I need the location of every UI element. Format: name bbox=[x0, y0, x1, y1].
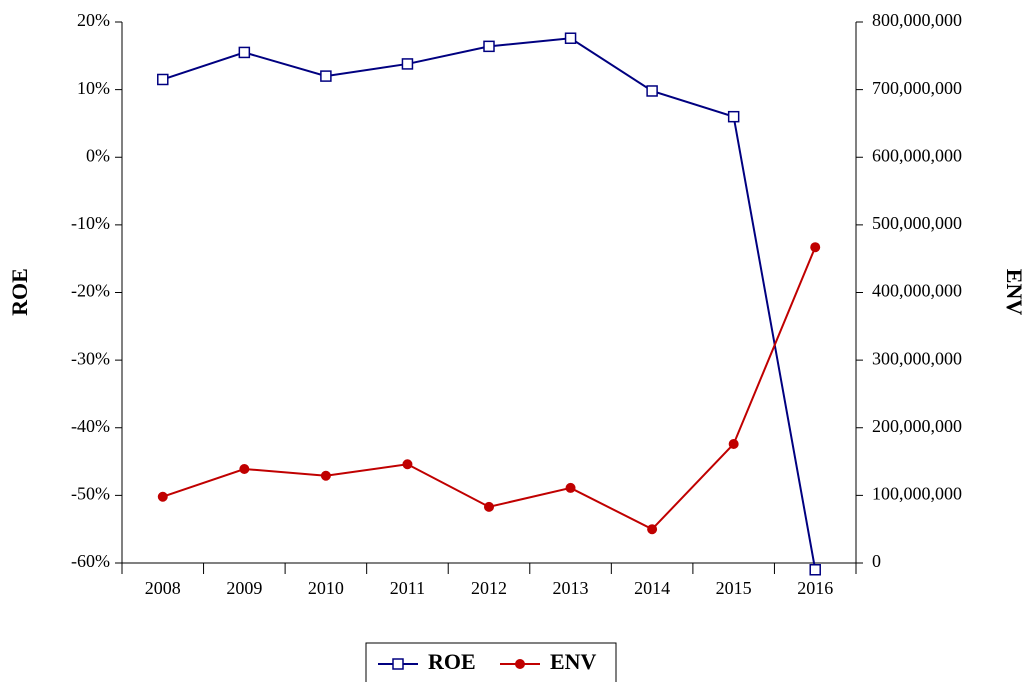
legend-text: ROE bbox=[428, 649, 476, 674]
series-marker bbox=[320, 470, 331, 481]
y-tick-label: 10% bbox=[77, 78, 110, 98]
y-tick-label: 0% bbox=[86, 145, 110, 165]
series-marker bbox=[809, 564, 821, 576]
series-marker bbox=[728, 438, 739, 449]
y2-tick-label: 400,000,000 bbox=[872, 281, 962, 301]
series-marker bbox=[402, 459, 413, 470]
x-tick-label: 2010 bbox=[308, 578, 344, 598]
y2-tick-label: 500,000,000 bbox=[872, 213, 962, 233]
x-tick-label: 2012 bbox=[471, 578, 507, 598]
series-marker bbox=[565, 482, 576, 493]
series-marker bbox=[647, 524, 658, 535]
x-tick-label: 2016 bbox=[797, 578, 833, 598]
series-marker bbox=[484, 501, 494, 512]
x-tick-label: 2009 bbox=[226, 578, 262, 598]
legend-marker bbox=[392, 658, 404, 670]
series-marker bbox=[401, 58, 414, 70]
y-tick-label: -20% bbox=[71, 281, 110, 301]
y2-tick-label: 200,000,000 bbox=[872, 416, 962, 436]
series-marker bbox=[320, 70, 332, 82]
series-marker bbox=[483, 40, 495, 53]
series-marker bbox=[564, 32, 577, 44]
y-tick-label: -50% bbox=[71, 484, 110, 504]
y-tick-label: -30% bbox=[71, 348, 110, 368]
y-tick-label: -10% bbox=[71, 213, 110, 233]
y2-tick-label: 600,000,000 bbox=[872, 145, 962, 165]
series-marker bbox=[238, 46, 251, 59]
legend-box bbox=[365, 642, 617, 682]
y2-tick-label: 300,000,000 bbox=[872, 348, 962, 368]
y2-tick-label: 100,000,000 bbox=[872, 484, 962, 504]
legend-text: ENV bbox=[550, 649, 597, 674]
x-tick-label: 2014 bbox=[634, 578, 670, 598]
x-tick-label: 2008 bbox=[145, 578, 181, 598]
series-marker bbox=[646, 85, 658, 97]
series-marker bbox=[157, 491, 168, 502]
series-marker bbox=[727, 110, 740, 123]
y-axis-title: ROE bbox=[7, 268, 32, 316]
series-line bbox=[162, 246, 817, 531]
series-line bbox=[162, 37, 817, 570]
y2-tick-label: 0 bbox=[872, 551, 881, 571]
y-tick-label: -60% bbox=[71, 551, 110, 571]
series-marker bbox=[157, 73, 169, 86]
y2-tick-label: 800,000,000 bbox=[872, 10, 962, 30]
series-marker bbox=[810, 242, 821, 253]
x-tick-label: 2011 bbox=[390, 578, 425, 598]
y-tick-label: -40% bbox=[71, 416, 110, 436]
x-tick-label: 2015 bbox=[716, 578, 752, 598]
y2-axis-title: ENV bbox=[1002, 269, 1027, 316]
y-tick-label: 20% bbox=[77, 10, 110, 30]
x-tick-label: 2013 bbox=[553, 578, 589, 598]
y2-tick-label: 700,000,000 bbox=[872, 78, 962, 98]
series-marker bbox=[239, 464, 250, 475]
legend-marker bbox=[515, 659, 525, 669]
